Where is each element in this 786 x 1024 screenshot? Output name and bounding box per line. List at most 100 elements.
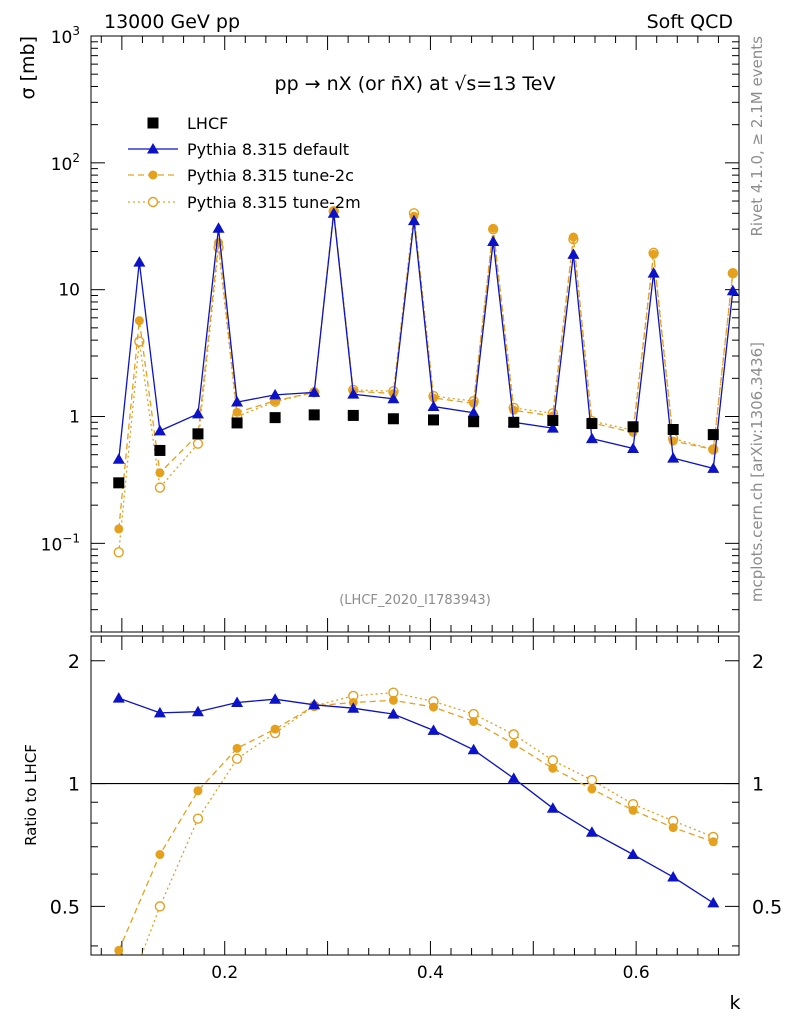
ratio-point-tune-2m bbox=[114, 1011, 123, 1020]
y-tick-label: 10 bbox=[58, 281, 80, 301]
ratio-tick-label-left: 1 bbox=[68, 774, 80, 796]
legend-marker bbox=[147, 196, 159, 208]
data-point-lhcf bbox=[428, 414, 440, 426]
ratio-point-tune-2c bbox=[388, 695, 398, 705]
point-default bbox=[647, 267, 660, 278]
point-default bbox=[269, 388, 282, 400]
point-default bbox=[407, 214, 420, 226]
series-layer bbox=[112, 206, 739, 1020]
point-tune-2c bbox=[429, 393, 439, 403]
point-default bbox=[726, 284, 739, 296]
x-axis-label: k bbox=[729, 992, 740, 1014]
point-tune-2c bbox=[155, 468, 165, 478]
ratio-line-tune-2c bbox=[118, 699, 714, 951]
point-default bbox=[667, 452, 680, 463]
data-point-lhcf bbox=[547, 415, 559, 427]
ratio-point-tune-2c bbox=[668, 823, 678, 833]
point-tune-2c bbox=[649, 249, 659, 259]
data-point-lhcf bbox=[347, 409, 359, 421]
mcplots-label: mcplots.cern.ch [arXiv:1306.3436] bbox=[748, 342, 766, 602]
point-default bbox=[212, 222, 225, 233]
ratio-point-default bbox=[507, 772, 520, 783]
y-tick-label: 102 bbox=[51, 151, 80, 175]
ratio-tick-label-right: 0.5 bbox=[752, 896, 782, 918]
data-point-lhcf bbox=[627, 421, 639, 433]
point-tune-2c bbox=[114, 524, 124, 534]
point-tune-2c bbox=[708, 444, 718, 454]
header-left-label: 13000 GeV pp bbox=[104, 11, 240, 33]
ratio-point-tune-2c bbox=[429, 702, 439, 712]
rivet-label: Rivet 4.1.0, ≥ 2.1M events bbox=[748, 36, 766, 237]
ratio-point-default bbox=[269, 693, 282, 704]
point-tune-2c bbox=[728, 268, 738, 278]
ratio-point-tune-2c bbox=[469, 716, 479, 726]
ratio-point-tune-2c bbox=[270, 724, 280, 734]
data-point-lhcf bbox=[154, 444, 166, 456]
point-tune-2c bbox=[509, 405, 519, 415]
ratio-point-tune-2c bbox=[155, 850, 165, 860]
ratio-point-tune-2m bbox=[547, 755, 559, 766]
ratio-point-tune-2c bbox=[193, 786, 203, 796]
header-right-label: Soft QCD bbox=[647, 11, 733, 33]
point-default bbox=[567, 248, 580, 259]
x-tick-label: 0.4 bbox=[417, 963, 444, 983]
plot-title: pp → nX (or n̄X) at √s=13 TeV bbox=[275, 73, 556, 95]
data-point-lhcf bbox=[269, 412, 281, 424]
main-series-group bbox=[112, 206, 739, 558]
point-tune-2m bbox=[113, 547, 124, 558]
point-default bbox=[487, 235, 500, 246]
legend-label: Pythia 8.315 default bbox=[187, 140, 349, 159]
point-tune-2m bbox=[154, 482, 166, 493]
point-tune-2c bbox=[469, 398, 479, 408]
ratio-plot-frame bbox=[90, 635, 740, 956]
point-default bbox=[585, 432, 598, 444]
point-default bbox=[231, 396, 244, 407]
legend-label: Pythia 8.315 tune-2m bbox=[187, 193, 361, 212]
ratio-point-default bbox=[707, 896, 720, 908]
ratio-point-default bbox=[546, 802, 559, 813]
data-point-lhcf bbox=[508, 416, 520, 428]
ratio-series-group bbox=[112, 687, 720, 1020]
point-default bbox=[387, 392, 400, 404]
y-tick-label: 103 bbox=[51, 24, 80, 48]
point-tune-2m bbox=[192, 438, 204, 449]
ratio-point-tune-2c bbox=[509, 739, 519, 749]
ratio-line-default bbox=[118, 697, 714, 904]
main-plot-frame bbox=[90, 35, 740, 633]
ratio-point-tune-2c bbox=[628, 805, 638, 815]
ratio-tick-label-right: 1 bbox=[752, 774, 764, 796]
ratio-point-default bbox=[387, 708, 400, 719]
legend-marker bbox=[147, 117, 159, 129]
legend-marker bbox=[147, 143, 159, 154]
point-default bbox=[153, 424, 166, 436]
point-default bbox=[707, 462, 720, 473]
data-point-lhcf bbox=[231, 417, 243, 429]
data-point-lhcf bbox=[586, 418, 598, 430]
ratio-point-default bbox=[467, 743, 480, 755]
ratio-point-default bbox=[585, 826, 598, 837]
data-point-lhcf bbox=[387, 413, 399, 425]
point-tune-2c bbox=[488, 223, 498, 233]
ratio-point-tune-2c bbox=[548, 763, 558, 773]
x-tick-label: 0.6 bbox=[623, 963, 650, 983]
ratio-point-default bbox=[153, 706, 166, 718]
point-default bbox=[347, 388, 360, 399]
point-tune-2c bbox=[668, 436, 678, 446]
y-tick-label: 1 bbox=[69, 408, 80, 428]
data-point-lhcf bbox=[707, 429, 719, 441]
ratio-point-default bbox=[308, 698, 321, 710]
ratio-line-tune-2m bbox=[140, 692, 714, 955]
point-default bbox=[467, 406, 480, 418]
point-tune-2c bbox=[568, 232, 578, 242]
point-default bbox=[112, 453, 125, 464]
ratio-point-default bbox=[112, 692, 125, 703]
point-default bbox=[308, 386, 321, 397]
point-default bbox=[327, 207, 340, 218]
ratio-point-tune-2m bbox=[586, 774, 598, 786]
ratio-point-default bbox=[627, 848, 640, 860]
ratio-tick-label-right: 2 bbox=[752, 651, 764, 673]
ratio-y-axis-label: Ratio to LHCF bbox=[22, 744, 40, 846]
series-line-tune-2c bbox=[118, 210, 734, 529]
data-point-lhcf bbox=[308, 409, 320, 421]
legend: LHCF Pythia 8.315 default Pythia 8.315 tun… bbox=[128, 114, 361, 212]
